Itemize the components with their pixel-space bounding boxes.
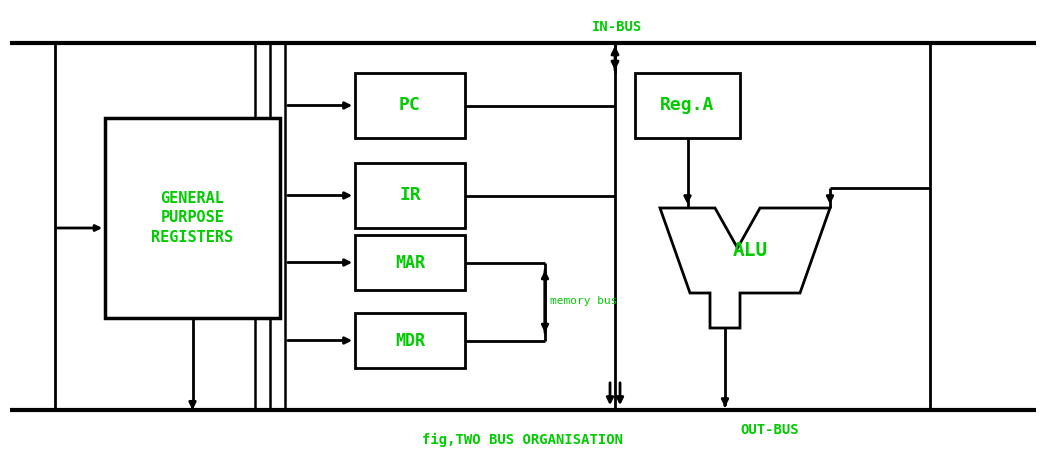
Polygon shape xyxy=(660,208,829,328)
Text: memory bus: memory bus xyxy=(550,296,617,306)
Text: Reg.A: Reg.A xyxy=(660,97,714,114)
Bar xyxy=(355,163,465,228)
Bar xyxy=(355,73,465,138)
Text: PC: PC xyxy=(400,97,420,114)
Bar xyxy=(355,235,465,290)
Bar xyxy=(635,73,740,138)
Bar xyxy=(105,118,280,318)
Bar xyxy=(355,313,465,368)
Text: GENERAL
PURPOSE
REGISTERS: GENERAL PURPOSE REGISTERS xyxy=(152,191,233,245)
Text: fig,TWO BUS ORGANISATION: fig,TWO BUS ORGANISATION xyxy=(423,433,623,447)
Text: ALU: ALU xyxy=(732,241,768,260)
Text: MDR: MDR xyxy=(395,332,425,349)
Text: MAR: MAR xyxy=(395,253,425,272)
Text: IN-BUS: IN-BUS xyxy=(592,20,642,34)
Text: IR: IR xyxy=(400,186,420,205)
Text: OUT-BUS: OUT-BUS xyxy=(741,423,799,437)
